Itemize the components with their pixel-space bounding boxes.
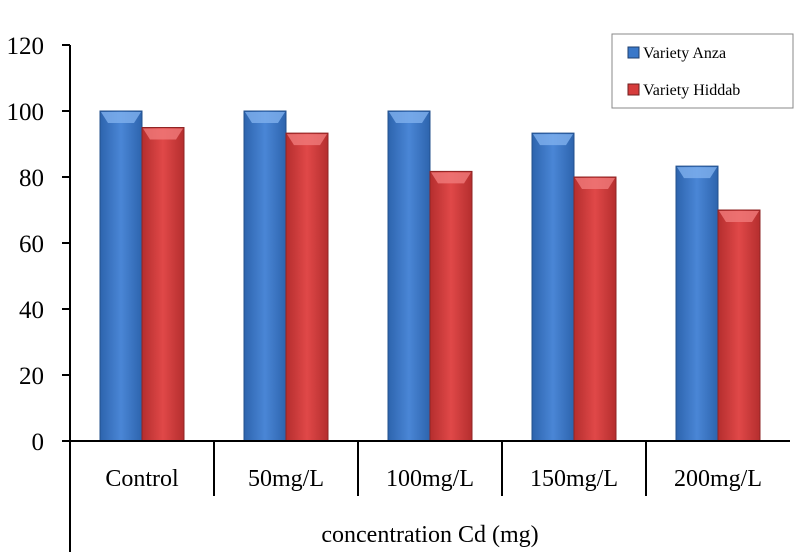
bar-variety-hiddab-3 bbox=[573, 176, 617, 442]
bar-bevel-variety-hiddab-4 bbox=[719, 211, 759, 222]
y-tick-label-100: 100 bbox=[7, 99, 45, 126]
x-axis-title: concentration Cd (mg) bbox=[321, 522, 538, 548]
axes-layer bbox=[62, 44, 790, 552]
y-tick-label-60: 60 bbox=[19, 231, 44, 258]
legend-label-variety-hiddab: Variety Hiddab bbox=[643, 82, 740, 99]
bar-variety-hiddab-2 bbox=[429, 170, 473, 442]
bar-bevel-variety-hiddab-1 bbox=[287, 134, 327, 146]
bar-bevel-variety-anza-0 bbox=[101, 112, 141, 123]
y-tick-label-20: 20 bbox=[19, 363, 44, 390]
bar-bevel-variety-anza-1 bbox=[245, 112, 285, 123]
legend-box bbox=[611, 33, 794, 109]
bar-bevel-variety-anza-3 bbox=[533, 134, 573, 146]
bar-bevel-variety-anza-2 bbox=[389, 112, 429, 123]
bar-variety-hiddab-1 bbox=[285, 132, 329, 442]
bar-variety-anza-0 bbox=[99, 110, 143, 442]
bar-bevel-variety-hiddab-2 bbox=[431, 172, 471, 184]
y-tick-label-120: 120 bbox=[7, 33, 45, 60]
x-tick-label-3: 150mg/L bbox=[530, 466, 618, 492]
bar-bevel-variety-hiddab-0 bbox=[143, 128, 183, 140]
x-tick-label-2: 100mg/L bbox=[386, 466, 474, 492]
bar-variety-anza-2 bbox=[387, 110, 431, 442]
legend: Variety Anza Variety Hiddab bbox=[611, 33, 794, 109]
bar-variety-anza-1 bbox=[243, 110, 287, 442]
bars-layer bbox=[99, 110, 761, 442]
labels-layer: 0 20 40 60 80 100 120 Control 50mg/L 100mg/L 150mg… bbox=[7, 33, 763, 548]
x-tick-label-1: 50mg/L bbox=[248, 466, 324, 492]
x-tick-label-4: 200mg/L bbox=[674, 466, 762, 492]
bar-variety-hiddab-0 bbox=[141, 127, 185, 442]
bar-bevel-variety-hiddab-3 bbox=[575, 178, 615, 189]
bar-variety-anza-3 bbox=[531, 132, 575, 442]
x-tick-label-0: Control bbox=[105, 466, 179, 492]
legend-label-variety-anza: Variety Anza bbox=[643, 45, 726, 62]
y-tick-label-80: 80 bbox=[19, 165, 44, 192]
bar-variety-hiddab-4 bbox=[717, 209, 761, 442]
bar-bevel-variety-anza-4 bbox=[677, 167, 717, 179]
y-tick-label-40: 40 bbox=[19, 297, 44, 324]
y-tick-label-0: 0 bbox=[32, 429, 45, 456]
legend-swatch-variety-hiddab bbox=[627, 83, 640, 96]
legend-swatch-variety-anza bbox=[627, 46, 640, 59]
bar-variety-anza-4 bbox=[675, 165, 719, 442]
